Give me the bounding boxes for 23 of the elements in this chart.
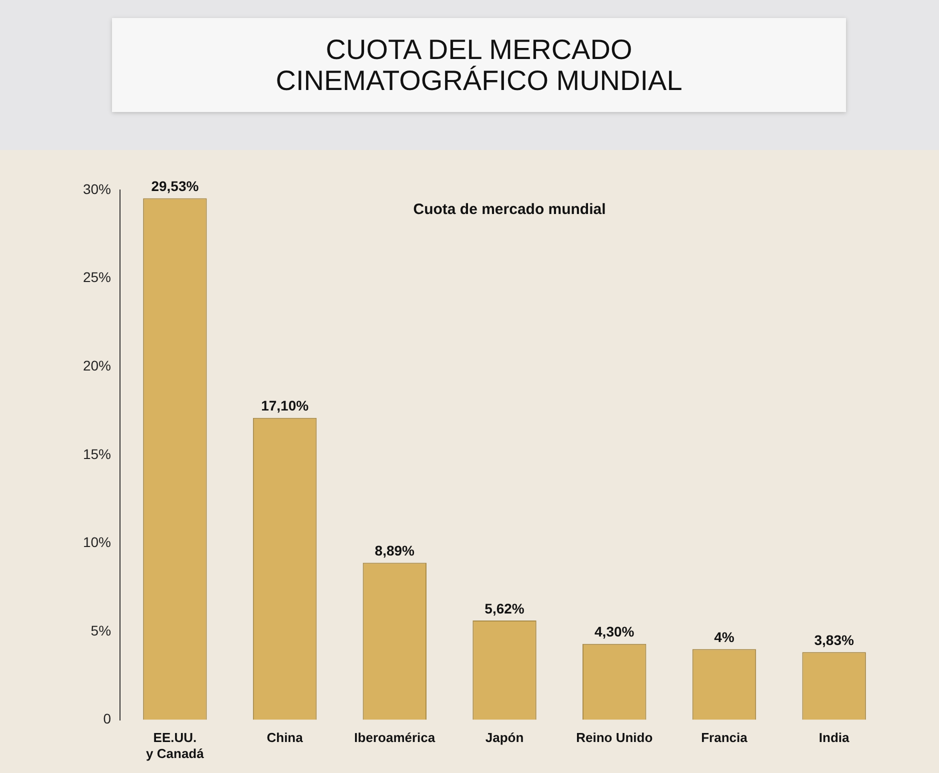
data-label: 29,53%	[151, 178, 200, 194]
y-tick-label: 20%	[82, 357, 112, 374]
chart-title: CUOTA DEL MERCADO CINEMATOGRÁFICO MUNDIAL	[112, 18, 846, 112]
x-tick-label: Iberoamérica	[354, 730, 436, 746]
data-label: 4,30%	[594, 624, 635, 640]
y-tick-label: 25%	[82, 269, 112, 286]
y-tick-label: 10%	[82, 534, 112, 550]
data-label: 5,62%	[484, 600, 525, 616]
y-tick-label: 5%	[90, 622, 112, 638]
x-tick-label: India	[818, 730, 850, 746]
x-tick-label: Francia	[701, 730, 748, 746]
x-tick-label: EE.UU. y Canadá	[146, 730, 205, 761]
y-tick-label: 30%	[82, 180, 112, 197]
x-tick-label: Japón	[485, 730, 524, 746]
data-label: 3,83%	[814, 632, 854, 648]
text: Cuota de mercado mundial	[413, 201, 606, 218]
x-tick-label: China	[266, 730, 304, 746]
data-label: 8,89%	[374, 542, 416, 559]
data-label: 17,10%	[261, 398, 310, 414]
y-tick-label: 15%	[82, 446, 112, 462]
y-tick-label: 0	[103, 710, 112, 727]
data-label: 4%	[714, 629, 735, 646]
x-tick-label: Reino Unido	[576, 730, 653, 746]
